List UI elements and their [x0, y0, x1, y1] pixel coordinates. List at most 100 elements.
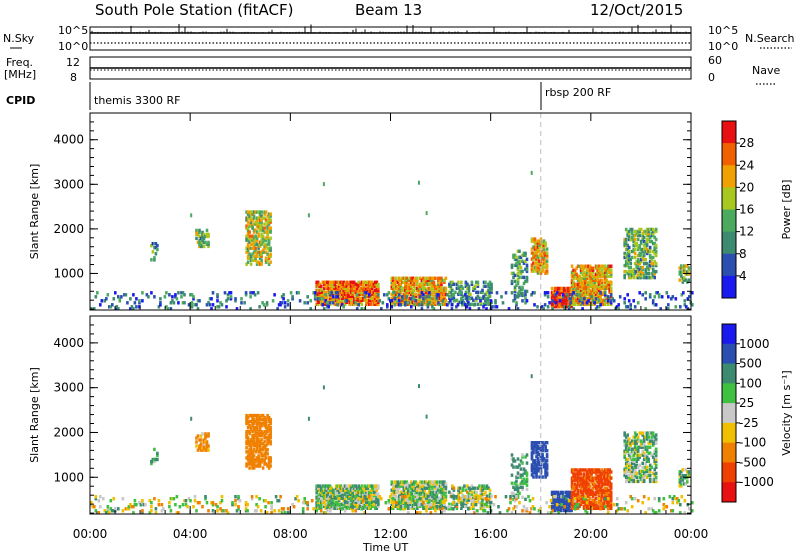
data-cell	[369, 490, 373, 494]
data-cell	[565, 302, 569, 307]
data-cell	[251, 462, 254, 466]
data-cell	[419, 490, 422, 494]
data-cell	[422, 302, 425, 306]
data-cell	[576, 302, 580, 306]
data-cell	[254, 432, 257, 436]
data-cell	[416, 298, 419, 302]
data-cell	[414, 299, 418, 303]
data-cell	[449, 280, 453, 284]
data-cell	[117, 295, 120, 299]
data-cell	[260, 218, 263, 222]
data-cell	[422, 504, 425, 508]
data-cell	[396, 488, 400, 492]
data-cell	[363, 286, 367, 290]
data-cell	[582, 274, 586, 278]
data-cell	[681, 270, 685, 274]
data-cell	[653, 303, 656, 307]
data-cell	[334, 291, 338, 295]
data-cell	[627, 233, 631, 238]
data-cell	[260, 438, 263, 442]
data-cell	[249, 254, 253, 258]
data-cell	[572, 476, 575, 480]
data-cell	[565, 506, 569, 511]
data-cell	[575, 496, 578, 500]
data-cell	[591, 504, 595, 508]
data-cell	[585, 264, 589, 268]
nsky-spikes	[91, 24, 690, 33]
data-cell	[115, 305, 119, 309]
data-cell	[536, 269, 540, 273]
data-cell	[444, 288, 448, 292]
data-cell	[410, 280, 413, 284]
data-cell	[327, 492, 330, 496]
data-cell	[375, 286, 379, 290]
data-cell	[568, 492, 572, 497]
data-cell	[629, 469, 632, 474]
data-cell	[420, 480, 424, 484]
data-cell	[411, 292, 415, 296]
data-cell	[639, 469, 643, 474]
data-cell	[266, 236, 269, 240]
data-cell	[266, 413, 269, 418]
data-cell	[588, 264, 592, 268]
data-cell	[605, 274, 608, 278]
data-cell	[325, 484, 329, 488]
data-cell	[584, 488, 587, 492]
data-cell	[579, 476, 583, 480]
data-cell	[564, 500, 567, 505]
data-cell	[371, 500, 374, 504]
data-cell	[99, 303, 102, 307]
data-cell	[266, 214, 269, 218]
data-cell	[461, 498, 465, 502]
data-cell	[591, 468, 595, 472]
data-cell	[645, 251, 649, 256]
data-cell	[404, 486, 407, 490]
data-cell	[575, 272, 578, 276]
data-cell	[254, 256, 257, 260]
data-cell	[319, 300, 323, 304]
data-cell	[659, 307, 662, 311]
data-cell	[641, 431, 644, 435]
data-cell	[651, 441, 655, 445]
data-cell	[597, 284, 601, 288]
data-cell	[444, 506, 448, 510]
data-cell	[360, 292, 364, 296]
data-cell	[644, 267, 647, 272]
data-cell	[475, 500, 478, 504]
data-cell	[390, 480, 394, 484]
data-cell	[581, 266, 584, 270]
data-cell	[605, 272, 608, 276]
data-cell	[133, 301, 137, 305]
data-cell	[639, 253, 643, 258]
data-cell	[510, 281, 514, 286]
data-cell	[644, 465, 647, 469]
data-cell	[579, 302, 583, 306]
data-cell	[240, 297, 243, 301]
data-cell	[561, 298, 564, 303]
data-cell	[322, 292, 326, 296]
data-cell	[331, 502, 335, 506]
data-cell	[562, 498, 566, 503]
data-cell	[428, 496, 431, 500]
data-cell	[578, 293, 581, 297]
data-cell	[573, 268, 577, 272]
data-cell	[324, 282, 327, 286]
data-cell	[354, 500, 357, 504]
data-cell	[630, 441, 634, 445]
data-cell	[564, 288, 567, 293]
data-cell	[322, 302, 326, 306]
data-cell	[558, 288, 561, 293]
data-cell	[645, 239, 649, 244]
data-cell	[644, 261, 647, 266]
data-cell	[273, 293, 276, 297]
data-cell	[572, 498, 575, 502]
data-cell	[438, 284, 442, 288]
data-cell	[564, 294, 567, 299]
data-cell	[624, 441, 628, 445]
data-cell	[249, 224, 253, 228]
data-cell	[501, 301, 505, 305]
data-cell	[260, 240, 263, 244]
data-cell	[541, 269, 544, 273]
data-cell	[476, 486, 480, 490]
data-cell	[627, 231, 631, 236]
